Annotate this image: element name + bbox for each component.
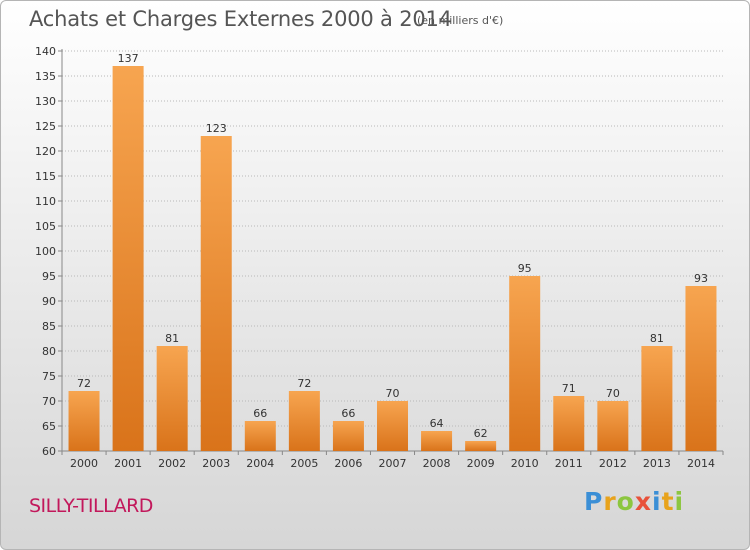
x-tick-label: 2010 [511, 457, 539, 470]
y-tick-label: 130 [35, 95, 56, 108]
x-tick-label: 2007 [379, 457, 407, 470]
x-tick-label: 2005 [290, 457, 318, 470]
logo-letter: i [674, 487, 685, 516]
y-tick-label: 135 [35, 70, 56, 83]
y-tick-label: 115 [35, 170, 56, 183]
bar-value-label: 72 [77, 377, 91, 390]
logo-letter: o [616, 487, 635, 516]
bar-value-label: 71 [562, 382, 576, 395]
bar [288, 391, 320, 451]
x-tick-label: 2013 [643, 457, 671, 470]
bar [421, 431, 453, 451]
proxiti-logo: Proxiti [584, 487, 684, 516]
x-tick-label: 2004 [246, 457, 274, 470]
bar [332, 421, 364, 451]
bar-value-label: 66 [253, 407, 267, 420]
bar-value-label: 81 [165, 332, 179, 345]
bar-value-label: 72 [297, 377, 311, 390]
bar [597, 401, 629, 451]
chart-unit: (en milliers d'€) [417, 14, 504, 27]
place-name: SILLY-TILLARD [29, 495, 153, 517]
x-tick-label: 2014 [687, 457, 715, 470]
x-tick-label: 2001 [114, 457, 142, 470]
y-tick-label: 120 [35, 145, 56, 158]
logo-letter: r [603, 487, 617, 516]
bar-value-label: 62 [474, 427, 488, 440]
bar-value-label: 81 [650, 332, 664, 345]
y-tick-label: 100 [35, 245, 56, 258]
bar [641, 346, 673, 451]
logo-letter: P [584, 487, 604, 516]
bar-value-label: 137 [118, 52, 139, 65]
x-tick-label: 2008 [423, 457, 451, 470]
y-tick-label: 90 [42, 295, 56, 308]
bar [509, 276, 541, 451]
bar [244, 421, 276, 451]
bar [685, 286, 717, 451]
x-tick-label: 2012 [599, 457, 627, 470]
x-tick-label: 2009 [467, 457, 495, 470]
bar-value-label: 123 [206, 122, 227, 135]
bar [553, 396, 585, 451]
x-tick-label: 2002 [158, 457, 186, 470]
y-tick-label: 95 [42, 270, 56, 283]
bar [112, 66, 144, 451]
y-tick-label: 105 [35, 220, 56, 233]
y-tick-label: 125 [35, 120, 56, 133]
logo-letter: i [652, 487, 662, 516]
bar [68, 391, 100, 451]
bar-value-label: 66 [341, 407, 355, 420]
bar [156, 346, 188, 451]
bar-value-label: 93 [694, 272, 708, 285]
logo-letter: t [661, 487, 675, 516]
y-tick-label: 85 [42, 320, 56, 333]
y-tick-label: 60 [42, 445, 56, 458]
chart-title: Achats et Charges Externes 2000 à 2014 [29, 7, 452, 31]
y-tick-label: 75 [42, 370, 56, 383]
y-tick-label: 70 [42, 395, 56, 408]
x-tick-label: 2000 [70, 457, 98, 470]
bar-value-label: 95 [518, 262, 532, 275]
x-tick-label: 2006 [334, 457, 362, 470]
y-tick-label: 80 [42, 345, 56, 358]
bar [200, 136, 232, 451]
x-tick-label: 2003 [202, 457, 230, 470]
bar [377, 401, 408, 451]
bar-value-label: 70 [606, 387, 620, 400]
x-tick-label: 2011 [555, 457, 583, 470]
y-tick-label: 110 [35, 195, 56, 208]
bar-value-label: 70 [386, 387, 400, 400]
y-tick-label: 65 [42, 420, 56, 433]
bar [465, 441, 497, 451]
bar-value-label: 64 [430, 417, 444, 430]
y-tick-label: 140 [35, 45, 56, 58]
logo-letter: x [634, 487, 652, 516]
